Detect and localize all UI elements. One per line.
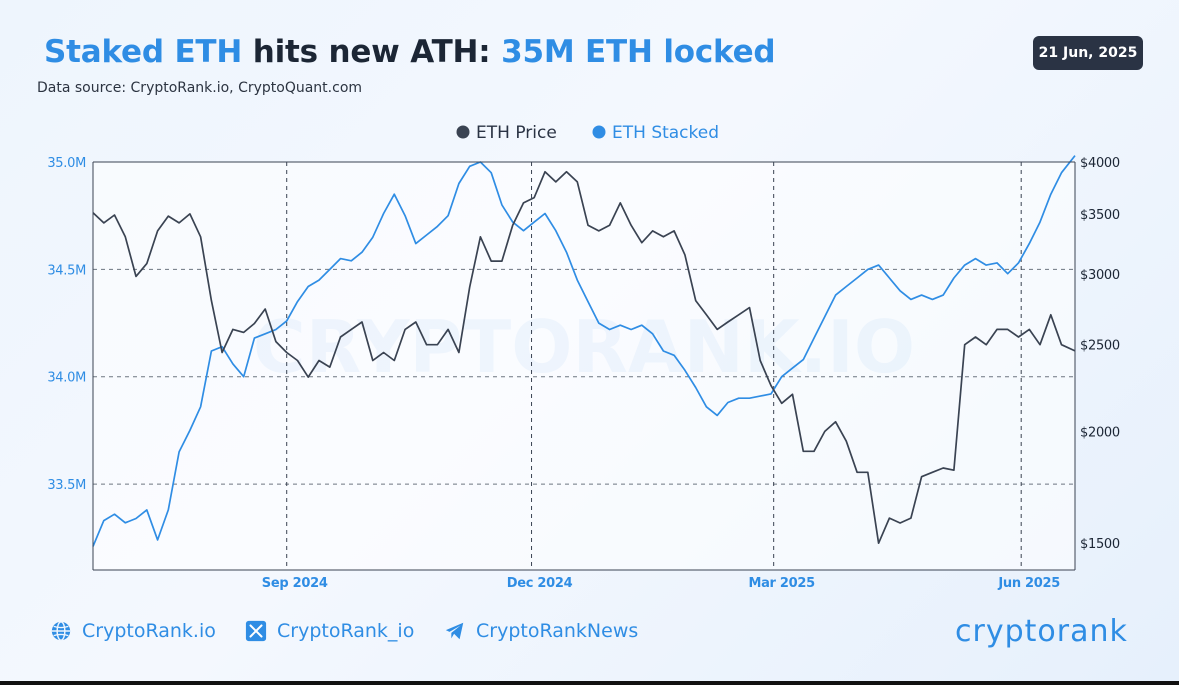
- x-axis-tick-label: Dec 2024: [507, 576, 573, 591]
- page-title: Staked ETH hits new ATH: 35M ETH locked: [44, 34, 776, 70]
- globe-icon: [51, 621, 71, 641]
- left-axis-tick-label: 34.5M: [47, 263, 86, 278]
- left-axis-tick-label: 33.5M: [47, 478, 86, 493]
- x-axis-tick-label: Mar 2025: [748, 576, 815, 591]
- telegram-icon: [445, 622, 464, 640]
- chart: CRYPTORANK.IO 33.5M 34.0M 34.5M 35.0M Sep 202…: [47, 123, 1120, 591]
- legend-item-eth-price: ETH Price: [476, 123, 557, 143]
- cryptorank-logo: cryptorank: [955, 614, 1128, 649]
- footer-link-telegram[interactable]: CryptoRankNews: [444, 620, 638, 642]
- left-axis-tick-label: 35.0M: [47, 156, 86, 171]
- left-axis-tick-label: 34.0M: [47, 371, 86, 386]
- legend-item-eth-stacked: ETH Stacked: [612, 123, 719, 143]
- title-part-ath: hits new ATH:: [252, 34, 491, 70]
- footer-link-x[interactable]: CryptoRank_io: [245, 620, 414, 642]
- legend-marker: [592, 125, 606, 139]
- x-axis-tick-label: Sep 2024: [262, 576, 328, 591]
- right-axis-tick-label: $3000: [1080, 268, 1120, 283]
- watermark: CRYPTORANK.IO: [253, 305, 915, 389]
- legend-marker: [456, 125, 470, 139]
- date-badge: 21 Jun, 2025: [1033, 36, 1143, 70]
- title-part-locked: 35M ETH locked: [501, 34, 776, 70]
- plot-area: [93, 162, 1075, 570]
- bottom-border: [0, 681, 1179, 685]
- x-axis-tick-label: Jun 2025: [997, 576, 1060, 591]
- data-source: Data source: CryptoRank.io, CryptoQuant.…: [37, 80, 363, 96]
- series-line-eth-stacked: [92, 155, 1076, 547]
- series-lines: [92, 155, 1076, 547]
- series-line-eth-price: [92, 170, 1076, 545]
- right-axis-tick-label: $4000: [1080, 156, 1120, 171]
- footer-link-label: CryptoRankNews: [476, 620, 639, 642]
- footer-link-website[interactable]: CryptoRank.io: [50, 620, 216, 642]
- title-part-staked-eth: Staked ETH: [44, 34, 243, 70]
- right-axis-tick-label: $3500: [1080, 208, 1120, 223]
- right-axis-tick-label: $2000: [1080, 425, 1120, 440]
- right-axis-tick-label: $1500: [1080, 537, 1120, 552]
- right-axis-tick-label: $2500: [1080, 339, 1120, 354]
- footer: CryptoRank.io CryptoRank_io CryptoRankNe…: [0, 620, 1179, 650]
- footer-link-label: CryptoRank.io: [82, 620, 216, 642]
- x-logo-icon: [245, 620, 267, 642]
- footer-link-label: CryptoRank_io: [277, 620, 415, 642]
